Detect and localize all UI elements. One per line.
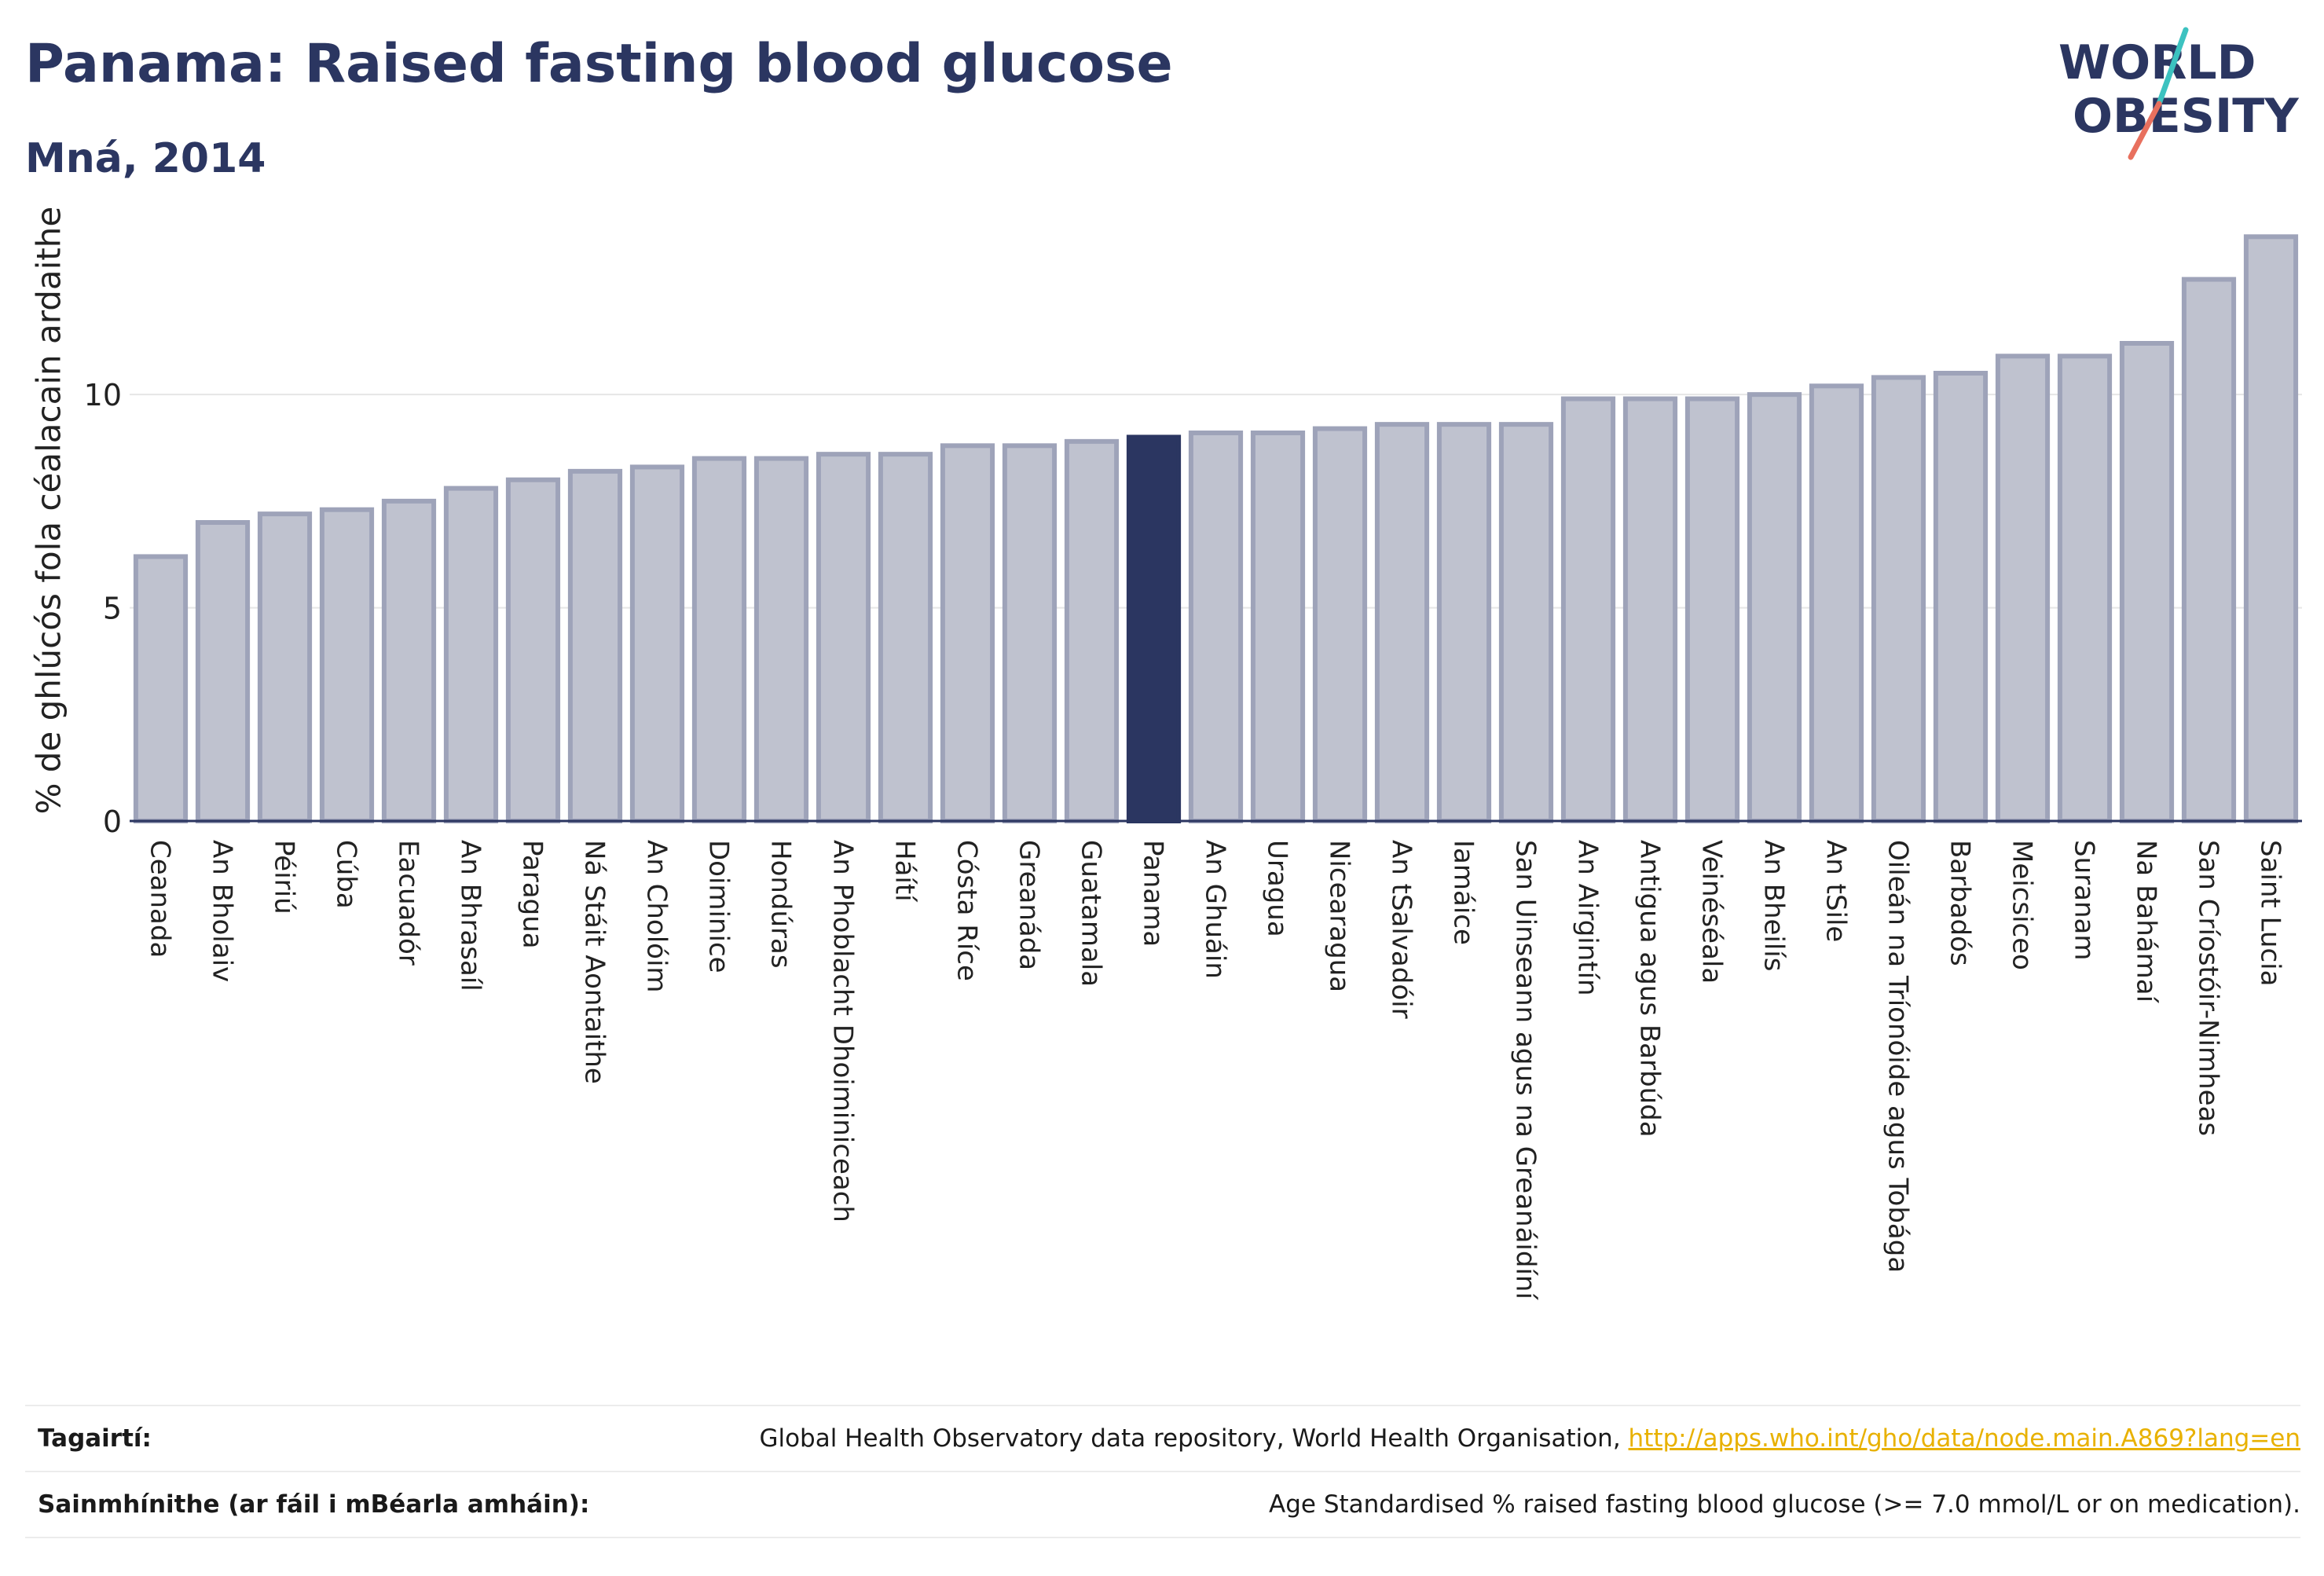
bar [133,554,189,824]
references-text: Global Health Observatory data repositor… [759,1424,1621,1453]
definitions-row: Sainmhínithe (ar fáil i mBéarla amháin):… [25,1471,2300,1538]
logo-line-2: OBESITY [2073,89,2300,144]
x-tick-label: Barbadós [1945,840,1976,966]
world-obesity-logo: WORLD OBESITY [2058,27,2300,160]
x-tick-label: Ceanada [145,840,176,958]
x-tick-label: Doiminice [703,840,735,973]
x-tick-label: An Phoblacht Dhoiminiceach [827,840,859,1222]
x-tick-label: An Cholóim [641,840,673,993]
references-label: Tagairtí: [38,1424,152,1453]
bar [1436,422,1492,824]
x-tick-label: Háítí [889,840,921,903]
logo-slash-teal [2156,27,2189,107]
x-tick-label: An tSalvadóir [1386,840,1417,1019]
x-tick-label: Meicsiceo [2007,840,2038,970]
x-tick-label: Na Bahámaí [2131,840,2162,1004]
bar [940,443,995,823]
x-tick-label: Greanáda [1014,840,1045,970]
references-value: Global Health Observatory data repositor… [759,1424,2300,1453]
x-tick-label: Cúba [331,840,362,909]
definitions-label: Sainmhínithe (ar fáil i mBéarla amháin): [38,1490,590,1519]
y-tick-label: 0 [103,804,122,839]
x-tick-label: An Bholaiv [207,840,238,982]
bar [257,511,313,824]
bar [1747,392,1802,823]
bar [1374,422,1430,824]
x-tick-label: San Uinseann agus na Greanáidíní [1510,840,1541,1300]
bar [319,507,375,823]
x-tick-label: Saint Lucia [2255,840,2286,986]
bar-chart: 0 5 10 Ceanada An Bholaiv Péiriú Cúba Eacuadór A… [84,234,2302,1300]
x-tick-label: Uragua [1262,840,1293,937]
x-tick-label: Oileán na Tríonóide agus Tobága [1882,840,1914,1273]
bar [1188,431,1244,823]
bar [629,464,685,824]
bar [2119,341,2175,823]
references-row: Tagairtí: Global Health Observatory data… [25,1405,2300,1471]
bar [753,456,809,823]
bar [505,477,561,823]
bar [1995,354,2051,823]
x-tick-label: Ná Stáit Aontaithe [579,840,610,1084]
x-tick-label: Paragua [517,840,548,949]
logo-slash-coral [2128,101,2162,160]
x-tick-label: Nicearagua [1324,840,1355,992]
x-tick-label: San Críostóir-Nimheas [2193,840,2224,1136]
references-table: Tagairtí: Global Health Observatory data… [25,1405,2300,1538]
chart-subtitle: Mná, 2014 [25,135,266,182]
x-tick-label: Péiriú [269,840,300,914]
x-tick-label: An Ghuáin [1200,840,1231,979]
x-tick-label: Antigua agus Barbúda [1634,840,1666,1138]
x-tick-label: An tSile [1820,840,1852,942]
bar [1312,426,1368,823]
x-tick-label: An Bhrasaíl [455,840,486,991]
x-tick-label: Iamáice [1448,840,1479,945]
bar [567,468,623,823]
bar [1871,375,1926,823]
y-tick-label: 10 [84,378,122,412]
bar [195,520,251,823]
x-tick-label: Hondúras [765,840,797,969]
x-tick-label: An Bheilís [1758,840,1790,971]
bar [443,486,499,823]
x-tick-label: Panama [1138,840,1169,947]
x-tick-label: Guatamala [1076,840,1107,987]
x-tick-label: Suranam [2069,840,2100,960]
bar [691,456,747,823]
bar [2181,277,2237,824]
bar [381,498,437,823]
x-tick-label: Veinéséala [1696,840,1728,984]
x-tick-label: Eacuadór [393,840,424,966]
bar [1684,396,1740,824]
logo-line-1: WORLD [2058,35,2256,90]
references-link[interactable]: http://apps.who.int/gho/data/node.main.A… [1628,1424,2300,1453]
bar [1560,396,1616,824]
x-tick-label: An Airgintín [1572,840,1604,996]
chart-title: Panama: Raised fasting blood glucose [25,33,1173,95]
bar [2243,234,2299,823]
bar [816,452,871,824]
bar [2057,354,2113,823]
x-tick-label: Cósta Ríce [951,840,983,981]
y-tick-label: 5 [103,592,122,626]
bar [1622,396,1678,824]
bar [1498,422,1554,824]
bar [1809,383,1864,823]
bar [1002,443,1058,823]
bar [1064,438,1120,823]
bar [1250,431,1306,823]
definitions-text: Age Standardised % raised fasting blood … [1269,1490,2300,1519]
bar [1126,434,1182,824]
bar [878,452,933,824]
bar [1933,371,1989,823]
